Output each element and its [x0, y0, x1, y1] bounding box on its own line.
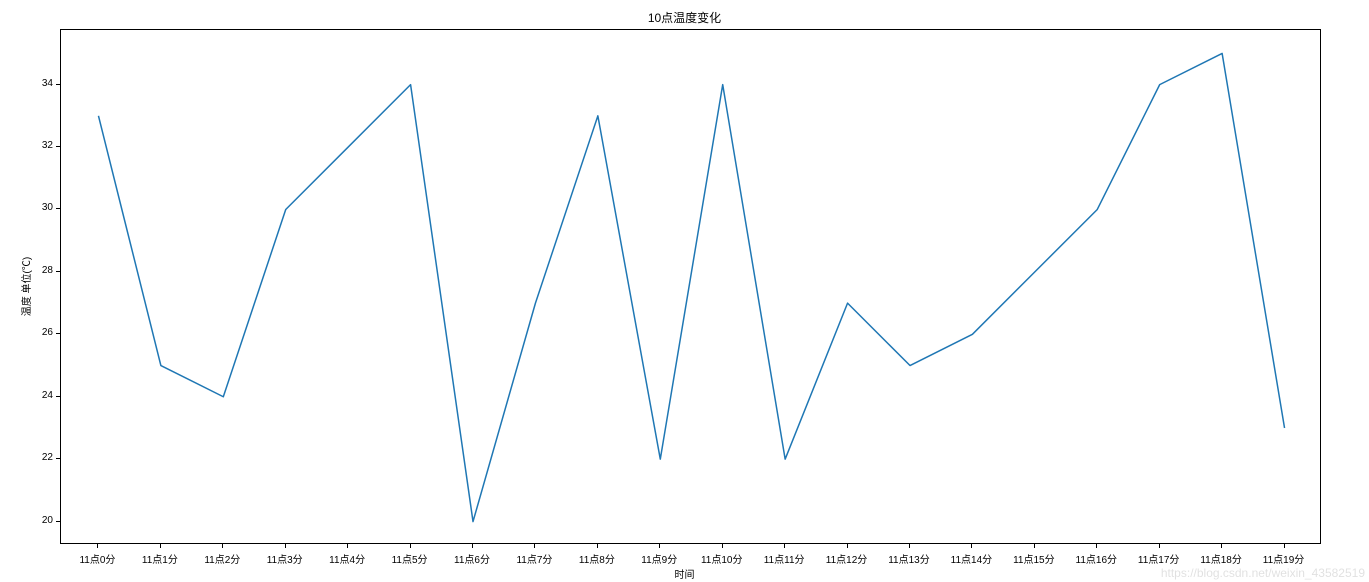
x-tick-label: 11点8分 [579, 551, 615, 566]
x-tick [1221, 544, 1222, 548]
x-tick-label: 11点14分 [951, 551, 993, 566]
y-tick-label: 20 [42, 515, 53, 526]
x-tick [1034, 544, 1035, 548]
x-tick-label: 11点2分 [204, 551, 240, 566]
x-tick-label: 11点19分 [1263, 551, 1305, 566]
x-tick [722, 544, 723, 548]
x-tick [597, 544, 598, 548]
x-tick-label: 11点3分 [267, 551, 303, 566]
x-tick-label: 11点13分 [888, 551, 930, 566]
chart-title: 10点温度变化 [0, 9, 1369, 26]
x-tick [534, 544, 535, 548]
x-tick-label: 11点5分 [392, 551, 428, 566]
x-tick-label: 11点1分 [142, 551, 178, 566]
x-tick [847, 544, 848, 548]
y-tick [56, 208, 60, 209]
x-tick-label: 11点15分 [1013, 551, 1055, 566]
x-tick [160, 544, 161, 548]
x-tick [1096, 544, 1097, 548]
x-tick-label: 11点0分 [79, 551, 115, 566]
y-tick [56, 521, 60, 522]
y-tick-label: 24 [42, 390, 53, 401]
chart-axes [60, 29, 1321, 544]
y-tick-label: 30 [42, 202, 53, 213]
x-tick [472, 544, 473, 548]
x-tick-label: 11点10分 [701, 551, 743, 566]
y-tick [56, 271, 60, 272]
x-tick [222, 544, 223, 548]
y-axis-label: 温度 单位(℃) [18, 29, 33, 544]
x-tick [1159, 544, 1160, 548]
x-tick [347, 544, 348, 548]
x-tick [285, 544, 286, 548]
y-tick [56, 84, 60, 85]
y-tick-label: 32 [42, 140, 53, 151]
x-tick-label: 11点7分 [516, 551, 552, 566]
x-tick [909, 544, 910, 548]
y-tick-label: 26 [42, 327, 53, 338]
x-tick-label: 11点6分 [454, 551, 490, 566]
x-tick [1284, 544, 1285, 548]
y-tick-label: 34 [42, 78, 53, 89]
x-tick [784, 544, 785, 548]
y-tick-label: 28 [42, 265, 53, 276]
figure: 10点温度变化 温度 单位(℃) 时间 20 22 24 26 28 30 32 34 11点… [0, 0, 1369, 582]
y-tick [56, 146, 60, 147]
x-tick-label: 11点16分 [1076, 551, 1118, 566]
x-tick [659, 544, 660, 548]
x-tick [410, 544, 411, 548]
x-tick-label: 11点17分 [1138, 551, 1180, 566]
x-tick [97, 544, 98, 548]
x-tick-label: 11点4分 [329, 551, 365, 566]
plot-area [61, 30, 1322, 545]
y-tick-label: 22 [42, 452, 53, 463]
x-tick-label: 11点18分 [1200, 551, 1242, 566]
y-tick [56, 333, 60, 334]
x-tick [971, 544, 972, 548]
x-axis-label: 时间 [0, 566, 1369, 581]
x-tick-label: 11点12分 [826, 551, 868, 566]
x-tick-label: 11点9分 [641, 551, 677, 566]
y-tick [56, 458, 60, 459]
y-tick [56, 396, 60, 397]
line-series [98, 53, 1284, 521]
x-tick-label: 11点11分 [764, 551, 805, 566]
